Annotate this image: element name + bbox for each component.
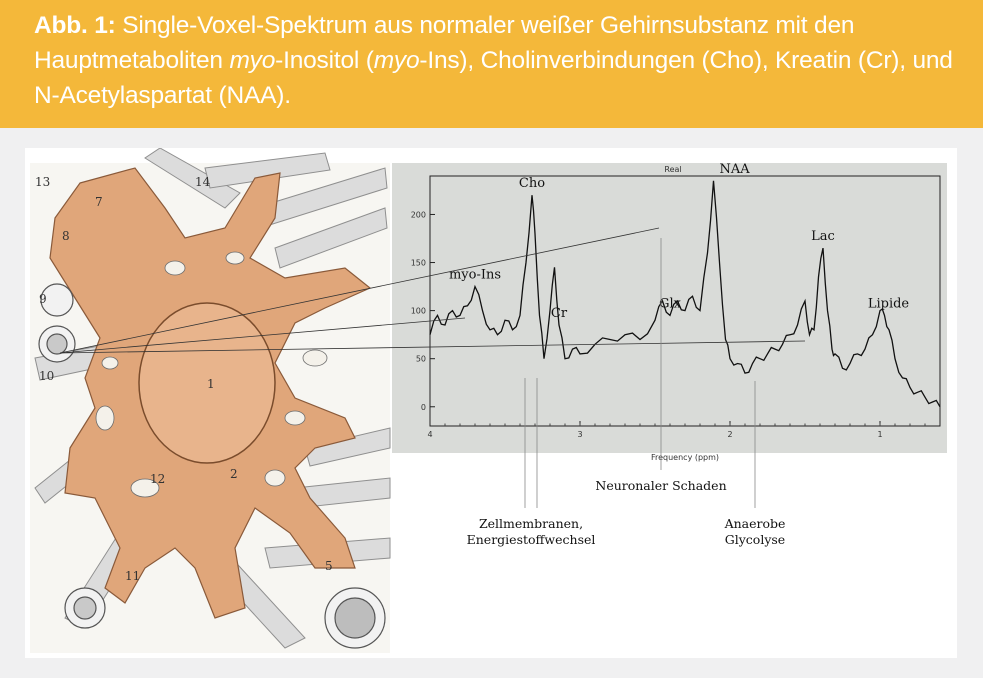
caption-text-1: Single-Voxel-Spektrum aus normaler weiße…: [34, 12, 855, 74]
annotation-text: Glycolyse: [725, 532, 785, 547]
illustration-label: 9: [39, 292, 47, 306]
spectrum-line: [429, 180, 941, 408]
connector-lines: [59, 227, 806, 354]
caption-text-2: -Inositol (: [275, 47, 374, 74]
connector-myo-ins: [59, 317, 466, 354]
spectrum-chart: Real 0 50 100 150 200 4 3 2 1 Frequency (ppm) m…: [392, 162, 947, 462]
illustration-label: 2: [230, 467, 238, 481]
peak-label-lac: Lac: [811, 229, 835, 244]
y-tick-label: 150: [411, 259, 426, 268]
annotation-text: Anaerobe: [724, 516, 786, 531]
connector-lipide: [59, 340, 806, 354]
annotation-text: Zellmembranen,: [479, 516, 583, 531]
annotation-text: Energiestoffwechsel: [467, 532, 596, 547]
figure-caption: Abb. 1: Single-Voxel-Spektrum aus normal…: [0, 0, 983, 128]
organelles: [95, 251, 328, 498]
illustration-label: 8: [62, 229, 70, 243]
x-tick-label: 4: [427, 430, 432, 439]
y-tick-label: 200: [411, 210, 426, 219]
caption-text-3: -Ins), Cholinverbindungen (Cho), Kreatin…: [34, 47, 953, 109]
x-tick-label: 3: [577, 430, 582, 439]
illustration-label: 14: [195, 175, 211, 189]
y-axis-ticks: 0 50 100 150 200: [411, 210, 435, 412]
peak-label-lipide: Lipide: [868, 296, 910, 311]
y-tick-label: 0: [421, 403, 426, 412]
y-tick-label: 100: [411, 307, 426, 316]
plot-background: [392, 163, 947, 453]
x-axis-ticks: 4 3 2 1: [427, 421, 926, 439]
illustration-label: 13: [35, 175, 50, 189]
axon-cross-sections: [38, 283, 386, 649]
illustration-label: 12: [150, 472, 165, 486]
peak-label-naa: NAA: [720, 162, 751, 177]
illustration-label: 11: [125, 569, 140, 583]
peak-label-cr: Cr: [551, 306, 568, 321]
peak-labels: myo-Ins Cho Cr Glx NAA Lac Lipide: [449, 162, 909, 321]
annotation-text: Neuronaler Schaden: [595, 478, 726, 493]
illustration-label: 7: [95, 195, 103, 209]
illustration-labels: 13 14 7 8 9 10 1 12 2 11 5: [35, 175, 333, 583]
x-tick-label: 2: [727, 430, 732, 439]
illustration-label: 5: [325, 559, 333, 573]
caption-myo-2: myo: [373, 47, 420, 74]
x-axis-label: Frequency (ppm): [651, 453, 719, 462]
connector-naa: [59, 227, 660, 354]
plot-title: Real: [664, 165, 681, 174]
y-tick-label: 50: [416, 355, 426, 364]
x-tick-label: 1: [877, 430, 882, 439]
neuron-illustration: 13 14 7 8 9 10 1 12 2 11 5: [30, 147, 391, 653]
caption-myo-1: myo: [229, 47, 276, 74]
peak-label-myoins: myo-Ins: [449, 268, 501, 283]
peak-label-glx: Glx: [659, 296, 682, 311]
caption-figure-number: Abb. 1:: [34, 12, 116, 39]
peak-label-cho: Cho: [519, 176, 545, 191]
illustration-label: 10: [39, 369, 54, 383]
illustration-label: 1: [207, 377, 215, 391]
annotations: Neuronaler Schaden Zellmembranen,Energies…: [467, 238, 786, 547]
